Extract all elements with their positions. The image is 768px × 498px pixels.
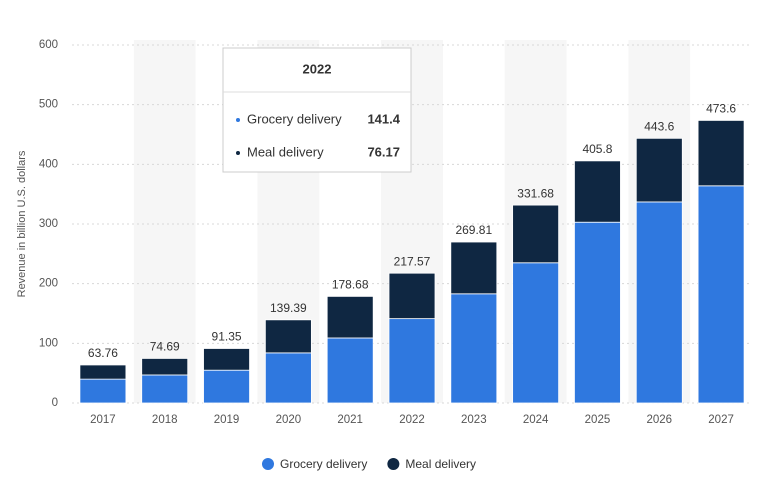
- legend-label: Meal delivery: [405, 457, 476, 471]
- bar-segment: [574, 160, 621, 223]
- x-tick-label: 2017: [90, 414, 116, 426]
- bar-segment: [141, 358, 189, 376]
- legend-marker: [387, 458, 400, 470]
- x-tick-label: 2027: [708, 414, 734, 426]
- legend-label: Grocery delivery: [280, 457, 367, 471]
- y-axis-label: Revenue in billion U.S. dollars: [16, 150, 28, 297]
- tooltip-marker: [236, 151, 240, 155]
- total-label: 405.8: [582, 142, 612, 156]
- bar-segment: [388, 318, 436, 404]
- tooltip-series-name: Meal delivery: [247, 144, 324, 159]
- bar-segment: [79, 364, 127, 380]
- bar-segment: [326, 337, 374, 404]
- bar-segment: [574, 221, 621, 404]
- bar-segment: [450, 241, 498, 295]
- bar-segment: [203, 348, 250, 371]
- total-label: 63.76: [88, 346, 118, 360]
- bar-segment: [450, 293, 498, 404]
- bar-segment: [141, 374, 189, 404]
- x-tick-label: 2020: [276, 414, 302, 426]
- legend-marker: [262, 458, 274, 470]
- total-label: 443.6: [644, 119, 674, 133]
- total-label: 74.69: [150, 340, 180, 354]
- bar-segment: [264, 319, 312, 354]
- total-label: 269.81: [455, 223, 492, 237]
- x-tick-label: 2023: [461, 414, 487, 426]
- total-label: 217.57: [394, 254, 431, 268]
- bar-segment: [635, 137, 683, 203]
- total-label: 139.39: [270, 301, 307, 315]
- tooltip-value: 76.17: [367, 144, 400, 159]
- x-tick-label: 2019: [214, 414, 240, 426]
- x-tick-label: 2024: [523, 414, 549, 426]
- bar-segment: [697, 120, 745, 187]
- total-label: 473.6: [706, 102, 736, 116]
- tooltip-marker: [236, 118, 240, 122]
- y-tick-label: 0: [52, 397, 58, 409]
- x-tick-label: 2018: [152, 414, 178, 426]
- x-tick-label: 2025: [585, 414, 611, 426]
- y-tick-label: 100: [39, 337, 58, 349]
- total-label: 178.68: [332, 278, 369, 292]
- bar-segment: [697, 185, 745, 404]
- y-tick-label: 300: [39, 218, 58, 230]
- bar-segment: [264, 352, 312, 404]
- y-tick-label: 500: [39, 99, 58, 111]
- bar-segment: [388, 272, 436, 320]
- x-tick-label: 2022: [399, 414, 425, 426]
- bar-segment: [203, 369, 250, 404]
- total-label: 331.68: [517, 186, 554, 200]
- total-label: 91.35: [212, 330, 242, 344]
- x-tick-label: 2021: [337, 414, 363, 426]
- bar-segment: [512, 262, 560, 404]
- y-tick-label: 600: [39, 39, 58, 51]
- bar-segment: [512, 204, 560, 264]
- tooltip-series-name: Grocery delivery: [247, 111, 342, 126]
- bar-segment: [326, 295, 374, 339]
- bar-segment: [79, 378, 127, 404]
- y-tick-label: 400: [39, 158, 58, 170]
- tooltip-box: [222, 47, 412, 173]
- band-shade: [133, 40, 196, 403]
- tooltip: 2022 Grocery delivery 141.4 Meal delivery 76…: [222, 47, 412, 173]
- y-tick-label: 200: [39, 278, 58, 290]
- x-tick-label: 2026: [646, 414, 672, 426]
- tooltip-title: 2022: [303, 61, 332, 76]
- tooltip-value: 141.4: [367, 111, 400, 126]
- bar-segment: [635, 201, 683, 404]
